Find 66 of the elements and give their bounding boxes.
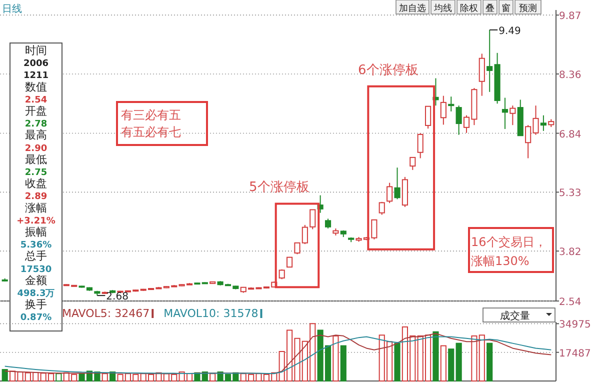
annotation: 5个涨停板 [249,180,310,195]
annotation: 加自选 [399,3,426,14]
bar [456,342,462,382]
annotation: 最低 [25,152,47,166]
annotation: 涨幅 [25,201,47,214]
bar [210,373,216,382]
annotation: 2.78 [24,120,48,130]
annotation: 换手 [25,298,47,312]
annotation: 17530 [20,264,52,275]
annotation: 均线 [433,3,452,14]
annotation: 2.89 [24,192,48,202]
y-tick-label: 3.82 [559,247,582,258]
bar [394,342,400,382]
annotation: 预测 [519,3,537,14]
bar [440,345,446,382]
annotation: +3.21% [16,216,56,226]
annotation: 金额 [25,274,47,287]
bar [486,342,493,382]
annotation: 0.87% [20,313,52,324]
button: 预测 [514,0,542,14]
annotation: 2.68 [106,292,128,303]
annotation: 2.90 [24,144,48,154]
y-tick-label: 6.84 [559,129,582,140]
button: 窗 [498,0,514,14]
legend-label: MAVOL10: 31578 [164,307,258,320]
annotation: 窗 [502,3,510,14]
y-tick-label: 34975 [559,320,591,331]
button: 除权 [456,0,482,14]
annotation: 最高 [25,128,47,142]
bar [478,334,485,382]
legend-label: MAVOL5: 32467 [62,307,150,320]
annotation: 叠 [486,3,494,14]
bar [448,348,454,382]
annotation: 498.3万 [17,289,55,299]
annotation: 振幅 [25,226,47,238]
annotation: 1211 [23,71,49,82]
y-tick-label: 2.54 [559,297,582,308]
annotation: 数值 [25,80,47,94]
annotation: 有三必有五有五必有七 [121,108,181,139]
annotation: 6个涨停板 [358,63,418,78]
y-tick-label: 17487 [559,348,591,360]
bar [2,369,8,382]
annotation: 9.49 [498,26,521,37]
annotation: 除权 [460,3,478,14]
annotation: 总手 [24,250,47,263]
bar [471,335,478,382]
bar [332,335,339,382]
bar [340,345,346,382]
y-tick-label: 8.36 [559,70,582,81]
y-tick-label: 9.87 [559,11,582,22]
annotation: 开盘 [25,104,47,118]
annotation: 2.54 [24,95,48,106]
button: 加自选 [396,0,430,14]
bar [102,373,108,382]
annotation: 时间 [25,44,47,57]
dropdown: 成交量 [482,308,556,322]
annotation: 5.36% [20,240,52,251]
annotation: 收盘 [25,177,47,190]
bar [432,331,439,382]
button: 叠 [482,0,498,14]
y-tick-label: 5.33 [559,188,582,200]
annotation: 16个交易日，涨幅130% [471,235,546,268]
chart-title: 日线 [2,3,22,15]
annotation: 2.75 [24,168,48,178]
annotation: 2006 [23,59,49,70]
button: 均线 [430,0,456,14]
